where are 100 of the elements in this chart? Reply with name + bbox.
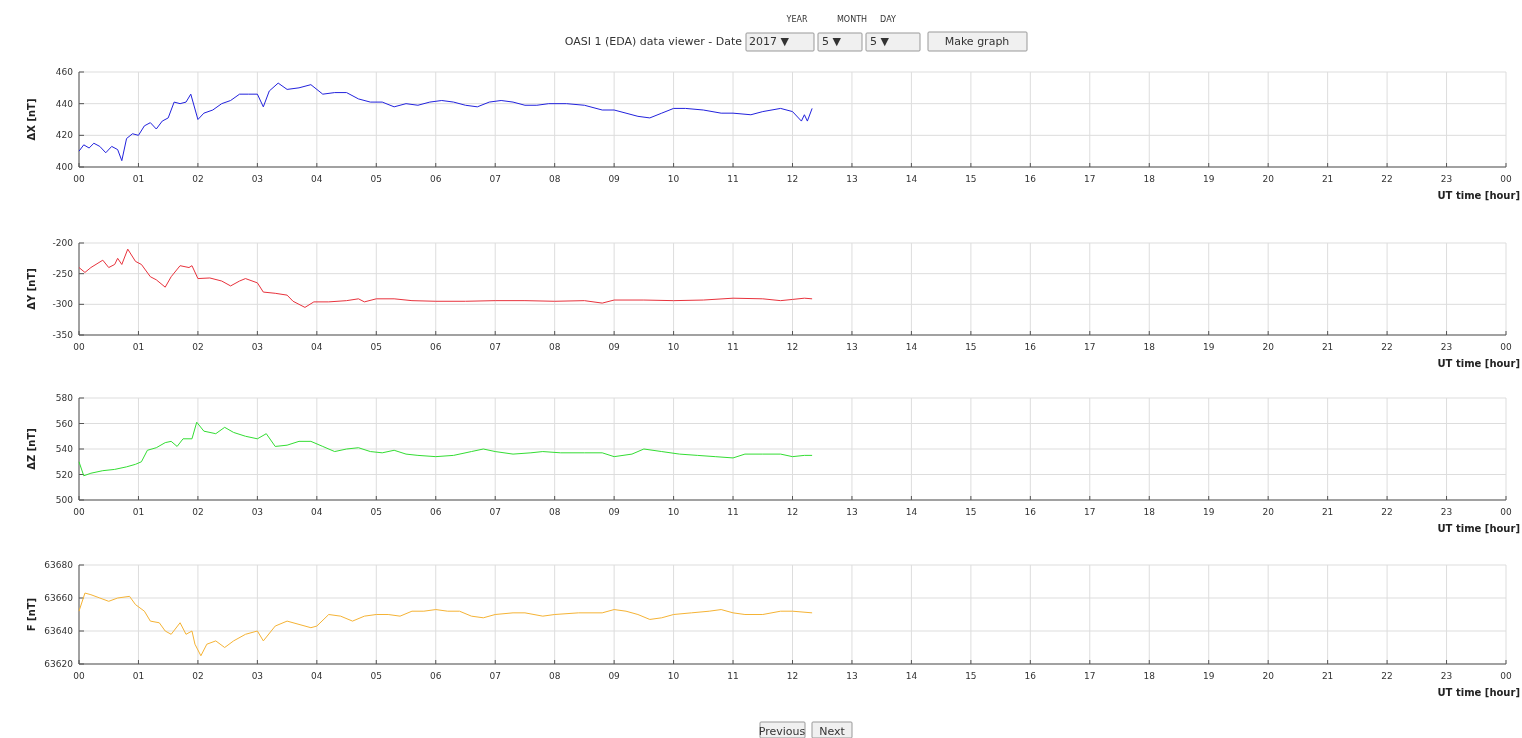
line-series [78, 82, 813, 162]
text: 5 ▼ [822, 35, 842, 48]
y-tick-label: 540 [55, 444, 74, 454]
y-tick-label: -350 [52, 330, 74, 340]
x-tick-label: 00 [73, 342, 85, 352]
x-tick-label: 17 [1084, 342, 1096, 352]
x-tick-label: 00 [73, 671, 85, 681]
x-tick-label: 02 [192, 342, 204, 352]
x-tick-label: 12 [786, 342, 799, 352]
y-axis-title: ΔZ [nT] [26, 428, 37, 470]
x-tick-label: 17 [1084, 507, 1096, 517]
y-tick-label: -250 [52, 268, 74, 279]
x-tick-label: 00 [73, 174, 85, 184]
x-tick-label: 00 [1500, 671, 1512, 681]
x-tick-label: 19 [1202, 671, 1215, 681]
x-tick-label: 02 [192, 671, 204, 681]
x-tick-label: 10 [667, 174, 680, 184]
x-tick-label: 15 [965, 174, 977, 184]
text: YEAR [785, 15, 808, 24]
y-tick-label: 63660 [44, 593, 74, 603]
x-tick-label: 01 [132, 342, 145, 352]
y-tick-label: 520 [55, 469, 74, 480]
y-tick-label: 63640 [44, 626, 74, 636]
x-tick-label: 07 [489, 671, 501, 681]
x-tick-label: 14 [905, 342, 918, 352]
x-tick-label: 07 [489, 507, 501, 517]
x-tick-label: 00 [1500, 507, 1512, 517]
x-tick-label: 11 [727, 671, 739, 681]
x-axis-title: UT time [hour] [1437, 687, 1520, 698]
x-tick-label: 01 [132, 174, 145, 184]
x-tick-label: 22 [1381, 174, 1393, 184]
text: DAY [880, 15, 896, 24]
x-tick-label: 22 [1381, 507, 1393, 517]
y-tick-label: 63680 [44, 560, 74, 570]
line-series [78, 592, 813, 657]
x-tick-label: 05 [370, 671, 383, 681]
x-tick-label: 16 [1024, 174, 1037, 184]
x-tick-label: 22 [1381, 342, 1393, 352]
x-tick-label: 16 [1024, 671, 1037, 681]
x-tick-label: 10 [667, 507, 680, 517]
x-tick-label: 23 [1440, 342, 1453, 352]
x-tick-label: 05 [370, 174, 383, 184]
x-tick-label: 07 [489, 342, 501, 352]
x-tick-label: 23 [1440, 507, 1453, 517]
text: 5 ▼ [870, 35, 890, 48]
x-tick-label: 01 [132, 507, 145, 517]
x-tick-label: 14 [905, 671, 918, 681]
x-tick-label: 11 [727, 174, 739, 184]
x-tick-label: 13 [846, 671, 858, 681]
x-tick-label: 22 [1381, 671, 1393, 681]
x-tick-label: 05 [370, 507, 383, 517]
text: 2017 ▼ [749, 35, 790, 48]
x-tick-label: 08 [548, 342, 561, 352]
y-tick-label: 580 [55, 393, 74, 403]
x-tick-label: 12 [786, 671, 799, 681]
y-axis-title: F [nT] [26, 597, 37, 632]
x-tick-label: 04 [311, 342, 323, 352]
x-axis-title: UT time [hour] [1437, 523, 1520, 534]
x-tick-label: 10 [667, 671, 680, 681]
y-tick-label: 63620 [44, 659, 74, 669]
x-tick-label: 03 [251, 507, 264, 517]
x-tick-label: 20 [1262, 174, 1275, 184]
x-tick-label: 03 [251, 342, 264, 352]
text: Next [819, 725, 846, 738]
x-tick-label: 04 [311, 174, 323, 184]
x-tick-label: 00 [1500, 174, 1512, 184]
x-tick-label: 06 [430, 174, 442, 184]
x-tick-label: 11 [727, 507, 739, 517]
x-tick-label: 03 [251, 671, 264, 681]
y-tick-label: 440 [55, 98, 74, 109]
text: MONTH [836, 15, 868, 24]
x-tick-label: 20 [1262, 671, 1275, 681]
line-series [78, 421, 813, 477]
y-tick-label: 400 [55, 162, 74, 172]
y-tick-label: 500 [55, 495, 74, 505]
x-tick-label: 03 [251, 174, 264, 184]
x-tick-label: 13 [846, 342, 858, 352]
x-tick-label: 14 [905, 174, 918, 184]
x-tick-label: 04 [311, 671, 323, 681]
text: Make graph [944, 35, 1010, 48]
y-tick-label: 420 [55, 130, 74, 141]
x-axis-title: UT time [hour] [1437, 358, 1520, 369]
x-tick-label: 06 [430, 342, 442, 352]
x-tick-label: 19 [1202, 342, 1215, 352]
y-axis-title: ΔY [nT] [26, 268, 37, 310]
x-tick-label: 17 [1084, 174, 1096, 184]
x-tick-label: 01 [132, 671, 145, 681]
x-axis-title: UT time [hour] [1437, 190, 1520, 201]
x-tick-label: 00 [73, 507, 85, 517]
x-tick-label: 08 [548, 174, 561, 184]
x-tick-label: 20 [1262, 342, 1275, 352]
text: Previous [758, 725, 806, 738]
x-tick-label: 15 [965, 342, 977, 352]
x-tick-label: 08 [548, 507, 561, 517]
x-tick-label: 14 [905, 507, 918, 517]
x-tick-label: 04 [311, 507, 323, 517]
x-tick-label: 21 [1321, 507, 1334, 517]
x-tick-label: 08 [548, 671, 561, 681]
x-tick-label: 19 [1202, 507, 1215, 517]
x-tick-label: 13 [846, 507, 858, 517]
